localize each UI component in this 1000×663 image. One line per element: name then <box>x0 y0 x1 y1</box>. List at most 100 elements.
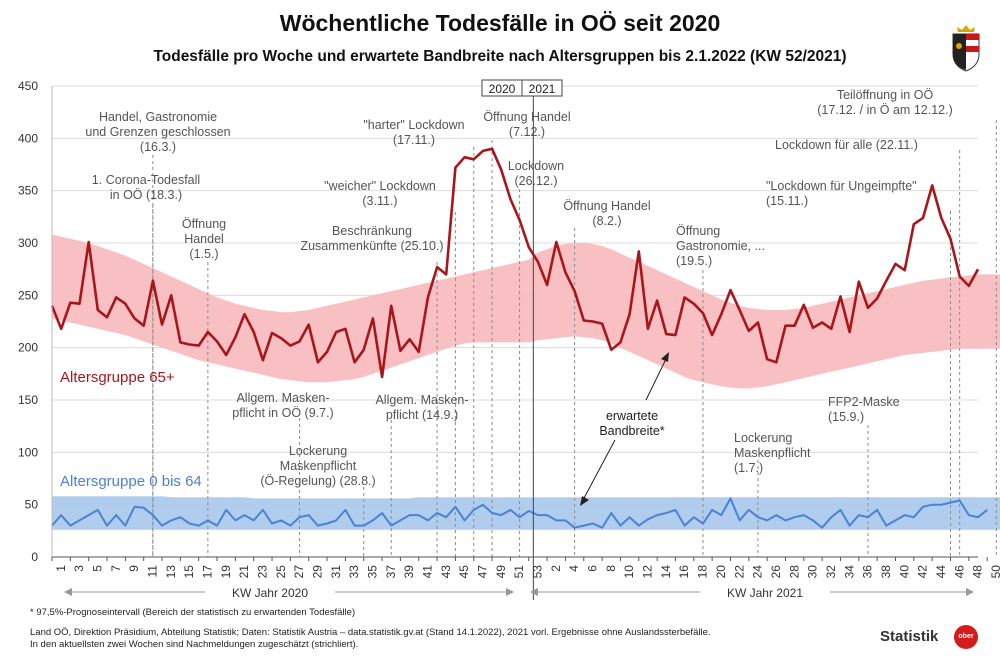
x-tick-label: 50 <box>989 565 1000 579</box>
y-tick-label: 250 <box>18 288 38 302</box>
x-tick-label: 24 <box>751 565 765 579</box>
y-tick-label: 150 <box>18 393 38 407</box>
annotation-line: Gastronomie, ... <box>676 239 765 253</box>
annotation-line: (16.3.) <box>140 140 176 154</box>
event-marker-lines <box>152 120 997 557</box>
x-tick-label: 12 <box>641 565 655 579</box>
x-tick-label: 25 <box>274 565 288 579</box>
x-tick-label: 40 <box>897 565 911 579</box>
annotation-line: Zusammenkünfte (25.10.) <box>300 239 443 253</box>
annotation-line: Maskenpflicht <box>280 459 357 473</box>
x-tick-label: 7 <box>109 565 123 572</box>
x-tick-label: 23 <box>255 565 269 579</box>
annotation-line: (26.12.) <box>514 174 557 188</box>
x-tick-label: 53 <box>531 565 545 579</box>
annotation-line: pflicht in OÖ (9.7.) <box>232 406 333 420</box>
chart-title: Wöchentliche Todesfälle in OÖ seit 2020 <box>279 10 721 36</box>
band-arrow <box>582 439 616 501</box>
event-annotation: Lockerung Maskenpflicht (1.7.) <box>734 431 811 475</box>
annotation-line: pflicht (14.9.) <box>386 408 458 422</box>
annotation-line: Handel, Gastronomie <box>99 110 217 124</box>
annotation-line: (19.5.) <box>676 254 712 268</box>
x-tick-label: 26 <box>769 565 783 579</box>
event-annotation: Allgem. Masken-pflicht (14.9.) <box>375 393 468 422</box>
annotation-line: Öffnung <box>182 217 226 231</box>
annotation-line: Lockdown für alle (22.11.) <box>775 138 918 152</box>
event-annotation: Lockerung Maskenpflicht (Ö-Regelung) (28.8… <box>260 444 375 488</box>
annotation-line: und Grenzen geschlossen <box>85 125 230 139</box>
x-tick-label: 10 <box>622 565 636 579</box>
annotation-line: 1. Corona-Todesfall <box>92 173 200 187</box>
annotation-line: Öffnung <box>676 224 720 238</box>
annotation-line: FFP2-Maske <box>828 395 900 409</box>
x-axis-label-2020: KW Jahr 2020 <box>232 586 308 600</box>
y-tick-label: 350 <box>18 184 38 198</box>
x-tick-label: 30 <box>806 565 820 579</box>
annotation-line: (1.5.) <box>189 247 218 261</box>
x-tick-label: 17 <box>200 565 214 579</box>
x-tick-label: 11 <box>145 565 159 578</box>
x-tick-label: 29 <box>311 565 325 579</box>
annotation-line: "Lockdown für Ungeimpfte" <box>766 179 917 193</box>
x-tick-label: 34 <box>842 565 856 579</box>
annotation-line: Teilöffnung in OÖ <box>837 88 934 102</box>
x-tick-label: 22 <box>732 565 746 579</box>
x-tick-label: 6 <box>586 565 600 572</box>
event-annotation: Lockdown für alle (22.11.) <box>775 138 918 152</box>
y-tick-label: 400 <box>18 131 38 145</box>
x-tick-label: 46 <box>952 565 966 579</box>
annotation-line: Maskenpflicht <box>734 446 811 460</box>
x-tick-label: 44 <box>934 565 948 579</box>
band-label-line: erwartete <box>606 409 658 423</box>
annotation-line: (8.2.) <box>592 214 621 228</box>
event-annotation: Öffnung Gastronomie, ... (19.5.) <box>676 224 765 268</box>
annotation-line: (7.12.) <box>509 125 545 139</box>
x-tick-label: 35 <box>366 565 380 579</box>
annotation-line: (17.12. / in Ö am 12.12.) <box>817 103 953 117</box>
x-tick-label: 51 <box>512 565 526 579</box>
event-annotation: Beschränkung Zusammenkünfte (25.10.) <box>300 224 443 253</box>
annotation-line: Lockerung <box>289 444 347 458</box>
x-tick-label: 1 <box>54 565 68 572</box>
kw-arrow-head <box>966 588 974 596</box>
annotation-line: Lockdown <box>508 159 564 173</box>
event-annotation: Teilöffnung in OÖ (17.12. / in Ö am 12.12… <box>817 88 953 117</box>
footnote: * 97,5%-Prognoseintervall (Bereich der s… <box>30 607 356 618</box>
band-label: erwartete Bandbreite* <box>599 409 664 438</box>
x-tick-label: 16 <box>677 565 691 579</box>
series-line <box>51 497 988 529</box>
x-tick-label: 2 <box>549 565 563 572</box>
x-tick-label: 43 <box>439 565 453 579</box>
source-line-2: In den aktuellsten zwei Wochen sind Nach… <box>30 639 359 650</box>
legend: Altersgruppe 65+ Altersgruppe 0 bis 64 erw… <box>60 352 669 506</box>
x-tick-label: 28 <box>787 565 801 579</box>
x-tick-label: 41 <box>421 565 435 579</box>
y-tick-label: 200 <box>18 341 38 355</box>
x-tick-label: 18 <box>696 565 710 579</box>
event-annotation: Allgem. Masken-pflicht in OÖ (9.7.) <box>232 391 333 420</box>
annotation-line: (3.11.) <box>362 194 397 208</box>
band-arrow-head <box>580 496 589 506</box>
y-tick-label: 50 <box>25 498 39 512</box>
x-tick-label: 31 <box>329 565 343 579</box>
annotation-line: Öffnung Handel <box>483 110 570 124</box>
y-tick-label: 0 <box>31 550 38 564</box>
coat-of-arms-logo <box>952 25 980 72</box>
x-axis-label-2021: KW Jahr 2021 <box>727 586 803 600</box>
band-label-line: Bandbreite* <box>599 424 664 438</box>
annotation-line: (Ö-Regelung) (28.8.) <box>260 474 375 488</box>
annotation-line: (15.11.) <box>766 194 808 208</box>
series-line <box>50 147 980 379</box>
event-annotation: Lockdown (26.12.) <box>508 159 564 188</box>
event-annotation: "Lockdown für Ungeimpfte" (15.11.) <box>766 179 917 208</box>
brand-name: Statistik <box>880 628 939 645</box>
event-annotation: FFP2-Maske (15.9.) <box>828 395 900 424</box>
x-tick-label: 33 <box>347 565 361 579</box>
event-annotation: 1. Corona-Todesfall in OÖ (18.3.) <box>92 173 200 202</box>
x-tick-label: 21 <box>237 565 251 579</box>
annotation-line: Allgem. Masken- <box>375 393 468 407</box>
annotation-line: (1.7.) <box>734 461 763 475</box>
x-tick-label: 27 <box>292 565 306 579</box>
legend-label-65plus: Altersgruppe 65+ <box>60 369 175 386</box>
